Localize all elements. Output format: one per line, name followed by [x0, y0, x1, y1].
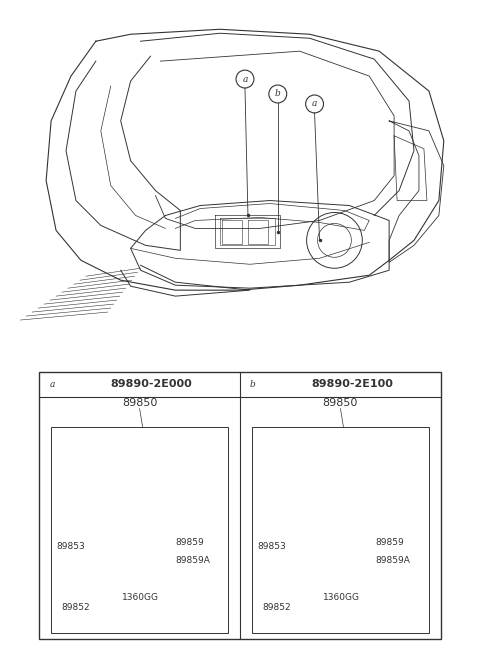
Text: b: b — [275, 90, 281, 98]
Text: 89853: 89853 — [57, 542, 85, 551]
Text: 89852: 89852 — [263, 603, 291, 612]
Bar — [51, 426, 228, 633]
Text: 89859: 89859 — [376, 538, 405, 546]
Text: 89859A: 89859A — [175, 556, 210, 565]
Text: a: a — [49, 380, 55, 389]
Text: 89890-2E000: 89890-2E000 — [111, 379, 192, 389]
Text: 89850: 89850 — [122, 398, 157, 407]
Text: 89859A: 89859A — [376, 556, 411, 565]
Text: 89859: 89859 — [175, 538, 204, 546]
Bar — [252, 426, 429, 633]
Circle shape — [109, 574, 114, 580]
Text: 1360GG: 1360GG — [122, 593, 159, 602]
Bar — [39, 372, 441, 639]
Circle shape — [310, 574, 314, 580]
Text: 89852: 89852 — [62, 603, 90, 612]
Text: 1360GG: 1360GG — [323, 593, 360, 602]
Text: 89853: 89853 — [257, 542, 286, 551]
Text: a: a — [242, 75, 248, 84]
Text: b: b — [250, 380, 256, 389]
Text: 89890-2E100: 89890-2E100 — [312, 379, 393, 389]
Text: a: a — [312, 100, 317, 109]
Text: 89850: 89850 — [323, 398, 358, 407]
